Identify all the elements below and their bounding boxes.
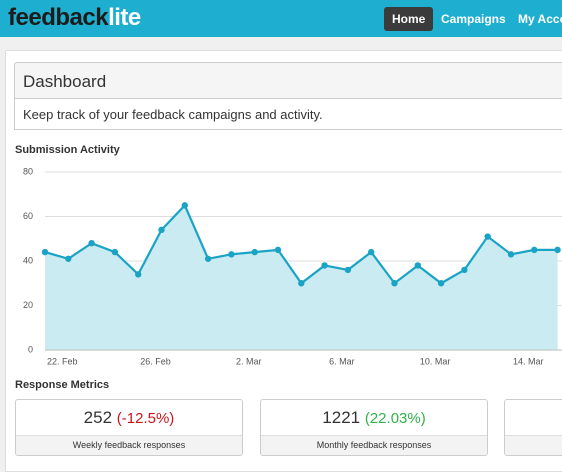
x-tick-label: 26. Feb (140, 356, 171, 366)
metric-card: 252 (-12.5%) Weekly feedback responses (15, 399, 243, 456)
point (531, 246, 538, 254)
metric-value: 252 (83, 408, 113, 427)
metrics-title: Response Metrics (15, 379, 110, 391)
logo-main: feedback (8, 4, 109, 31)
point (391, 280, 398, 287)
y-tick-label: 80 (23, 166, 33, 176)
y-tick-label: 0 (28, 344, 33, 354)
point (228, 251, 235, 258)
logo-accent: lite (108, 4, 141, 31)
metric-label: Monthly feedback responses (261, 435, 487, 455)
x-tick-label: 22. Feb (47, 356, 78, 366)
metric-label: Weekly feedback responses (16, 435, 242, 455)
point (181, 202, 188, 209)
point (204, 255, 212, 262)
chart: 0 20 40 60 80 22. Feb 26. Feb 2. Mar 6. Mar 10. M… (23, 166, 562, 366)
chart-title: Submission Activity (15, 144, 120, 156)
card-footer (505, 435, 562, 455)
area (45, 205, 558, 350)
point (344, 266, 352, 274)
metric-change: (-12.5%) (116, 410, 175, 427)
point (484, 233, 491, 240)
logo[interactable]: feedbacklite (8, 4, 141, 32)
nav-account[interactable]: My Account (518, 12, 562, 26)
y-tick-label: 40 (23, 255, 33, 265)
metric-value: 1221 (322, 408, 361, 427)
point (274, 246, 282, 254)
point (461, 266, 468, 274)
y-tick-label: 20 (23, 300, 33, 310)
point (507, 251, 515, 258)
metric-line: 1221 (22.03%) (261, 408, 487, 428)
metric-card: 1221 (22.03%) Monthly feedback responses (260, 399, 488, 456)
x-tick-label: 6. Mar (329, 356, 355, 366)
nav-home[interactable]: Home (384, 7, 434, 31)
x-tick-label: 14. Mar (513, 356, 544, 366)
point (437, 280, 445, 287)
point (111, 248, 119, 256)
point (251, 248, 258, 256)
point (414, 262, 421, 269)
point (65, 255, 72, 262)
point (368, 248, 375, 256)
metric-card (504, 399, 562, 456)
point (298, 280, 305, 287)
x-tick-label: 2. Mar (236, 356, 262, 366)
x-tick-label: 10. Mar (420, 356, 451, 366)
nav-campaigns[interactable]: Campaigns (441, 12, 506, 26)
metric-line: 252 (-12.5%) (16, 408, 242, 428)
y-tick-label: 60 (23, 211, 33, 221)
point (88, 240, 95, 247)
page-title: Dashboard (14, 62, 562, 99)
point (554, 246, 561, 254)
point (135, 271, 142, 278)
page-subtitle: Keep track of your feedback campaigns an… (14, 99, 562, 130)
metric-change: (22.03%) (364, 410, 426, 427)
point (41, 248, 49, 256)
top-bar: feedbacklite Home Campaigns My Account (0, 0, 562, 37)
point (321, 262, 328, 269)
point (158, 226, 165, 234)
